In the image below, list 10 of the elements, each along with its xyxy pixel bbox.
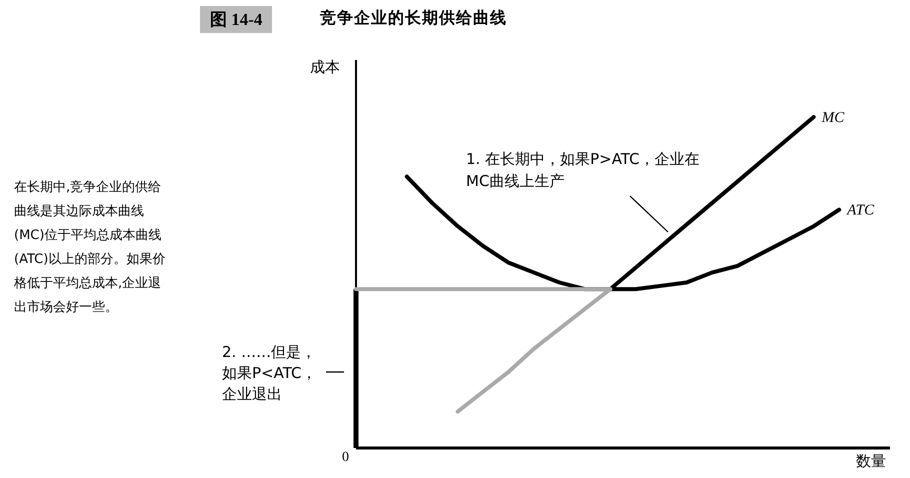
- xlabel: 数量: [856, 452, 886, 471]
- note2: 2. ……但是，如果P<ATC，企业退出: [222, 342, 318, 405]
- series-label: ATC: [846, 202, 876, 219]
- ylabel: 成本: [310, 58, 340, 77]
- caption: 在长期中,竞争企业的供给曲线是其边际成本曲线(MC)位于平均总成本曲线(ATC)以上的部分。如果价格低于平均总成本,企业退出市场会好一些。: [14, 179, 166, 317]
- note1: 1. 在长期中，如果P>ATC，企业在MC曲线上生产: [466, 149, 701, 192]
- series-label: MC: [820, 110, 846, 126]
- title: 图 14-4: [200, 6, 272, 33]
- subtitle: 竞争企业的长期供给曲线: [320, 8, 507, 29]
- origin-label: 0: [342, 450, 349, 466]
